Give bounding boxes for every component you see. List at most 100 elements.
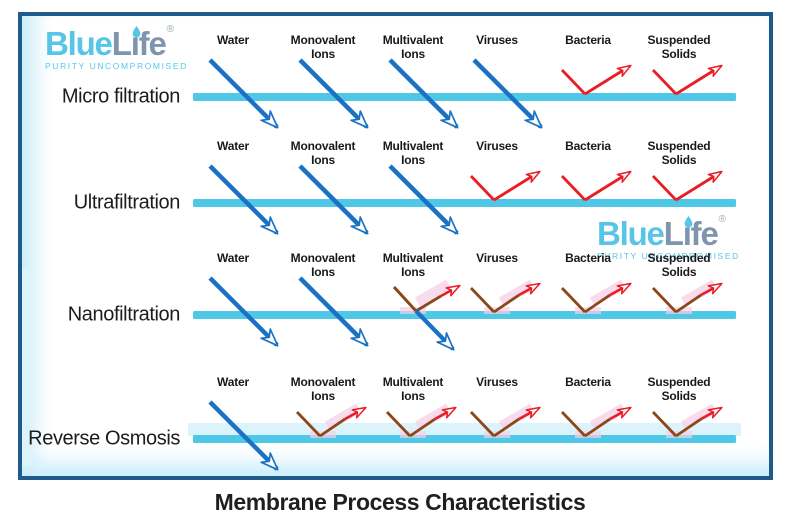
reject-arrow-up	[675, 293, 702, 314]
pass-arrow	[208, 164, 279, 235]
reject-arrow-tip	[609, 406, 632, 421]
logo-text-fe: fe	[690, 215, 719, 252]
logo-text-i: ı	[130, 25, 140, 62]
reject-arrow-tip	[700, 406, 723, 421]
particle-label: Suspended Solids	[647, 251, 711, 279]
reject-arrow-down	[651, 287, 678, 313]
particle-label: Water	[217, 375, 249, 389]
reject-arrow-up	[493, 417, 520, 438]
pass-arrow	[298, 276, 369, 347]
reject-arrow-down	[385, 411, 412, 437]
split-arrow-pass	[414, 309, 455, 351]
particle-label: Viruses	[476, 139, 518, 153]
reject-arrow-down	[469, 287, 496, 313]
reject-highlight	[680, 279, 718, 307]
particle-label: Bacteria	[565, 251, 611, 265]
particle-label: Monovalent Ions	[290, 33, 356, 61]
particle-label: Bacteria	[565, 139, 611, 153]
split-arrow-reflect	[415, 294, 442, 313]
process-label: Nanofiltration	[67, 303, 181, 326]
logo-text-i: ı	[682, 215, 692, 252]
particle-label: Viruses	[476, 375, 518, 389]
particle-label: Viruses	[476, 33, 518, 47]
reject-arrow-down	[560, 411, 587, 437]
inner-glow-strip	[22, 268, 32, 466]
membrane-halo	[188, 423, 741, 436]
reject-arrow-tip	[518, 406, 541, 421]
process-label: Reverse Osmosis	[28, 427, 180, 450]
reject-arrow-down	[560, 175, 587, 201]
split-arrow-reflect-tip	[440, 284, 461, 298]
reject-arrow-up	[409, 417, 436, 438]
reject-arrow-down	[295, 411, 322, 437]
reject-arrow-up	[675, 170, 723, 202]
particle-label: Bacteria	[565, 375, 611, 389]
logo-text-l: L	[663, 215, 684, 252]
particle-label: Suspended Solids	[647, 33, 711, 61]
particle-label: Multivalent Ions	[382, 251, 444, 279]
reject-arrow-up	[319, 417, 346, 438]
particle-label: Water	[217, 139, 249, 153]
split-arrow-down	[392, 285, 418, 313]
reject-highlight	[414, 279, 452, 307]
particle-label: Multivalent Ions	[382, 33, 444, 61]
diagram-title: Membrane Process Characteristics	[214, 489, 586, 515]
water-drop-icon	[684, 216, 693, 228]
reject-highlight	[400, 307, 426, 314]
particle-label: Monovalent Ions	[290, 375, 356, 403]
reject-arrow-tip	[434, 406, 457, 421]
reject-arrow-up	[493, 170, 541, 202]
particle-label: Bacteria	[565, 33, 611, 47]
reject-highlight	[589, 279, 627, 307]
membrane-line	[193, 93, 736, 101]
pass-arrow	[388, 58, 459, 129]
reject-highlight	[498, 279, 536, 307]
reject-arrow-up	[493, 293, 520, 314]
particle-label: Monovalent Ions	[290, 139, 356, 167]
reject-arrow-up	[584, 64, 632, 96]
logo-text-l: L	[111, 25, 132, 62]
membrane-line	[193, 199, 736, 207]
registered-mark: ®	[718, 214, 726, 225]
registered-mark: ®	[166, 24, 174, 35]
reject-arrow-down	[560, 287, 587, 313]
bluelife-logo: BlueLı fe® PURITY UNCOMPROMISED	[45, 24, 188, 71]
water-drop-icon	[132, 26, 141, 38]
particle-label: Suspended Solids	[647, 375, 711, 403]
particle-label: Monovalent Ions	[290, 251, 356, 279]
bluelife-logo-wordmark: BlueLı fe®	[45, 24, 188, 62]
pass-arrow	[298, 164, 369, 235]
logo-text-fe: fe	[138, 25, 167, 62]
reject-arrow-down	[651, 411, 678, 437]
reject-arrow-tip	[700, 282, 723, 297]
reject-arrow-tip	[609, 282, 632, 297]
particle-label: Multivalent Ions	[382, 139, 444, 167]
particle-label: Water	[217, 251, 249, 265]
bluelife-logo-watermark: BlueLı fe® PURITY UNCOMPROMISED	[597, 214, 740, 261]
reject-arrow-down	[651, 69, 678, 95]
pass-arrow	[208, 400, 279, 471]
reject-arrow-up	[675, 417, 702, 438]
process-label: Micro filtration	[61, 85, 180, 108]
reject-arrow-down	[469, 411, 496, 437]
pass-arrow	[208, 58, 279, 129]
reject-arrow-up	[584, 293, 611, 314]
pass-arrow	[472, 58, 543, 129]
reject-arrow-up	[584, 417, 611, 438]
membrane-line	[193, 435, 736, 443]
reject-arrow-tip	[518, 282, 541, 297]
logo-text-blue: Blue	[597, 215, 665, 252]
reject-arrow-up	[584, 170, 632, 202]
reject-arrow-down	[560, 69, 587, 95]
pass-arrow	[208, 276, 279, 347]
reject-arrow-down	[651, 175, 678, 201]
pass-arrow	[298, 58, 369, 129]
particle-label: Viruses	[476, 251, 518, 265]
reject-arrow-down	[469, 175, 496, 201]
particle-label: Suspended Solids	[647, 139, 711, 167]
diagram-frame	[18, 12, 773, 480]
logo-tagline: PURITY UNCOMPROMISED	[45, 61, 188, 71]
reject-arrow-up	[675, 64, 723, 96]
